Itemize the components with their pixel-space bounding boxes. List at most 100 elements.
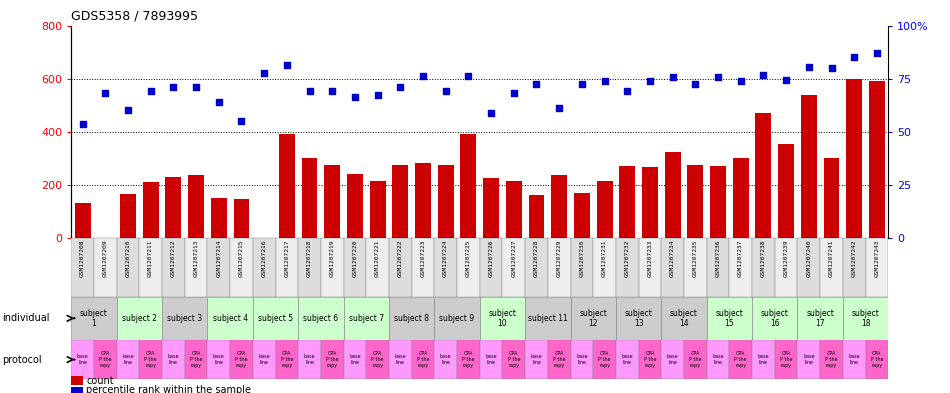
- Bar: [503, 340, 525, 379]
- Point: [733, 78, 749, 84]
- Text: GSM1207240: GSM1207240: [807, 239, 811, 277]
- Point: [824, 65, 839, 71]
- Bar: [207, 297, 253, 340]
- Bar: [661, 297, 707, 340]
- Bar: [752, 297, 797, 340]
- Bar: [684, 238, 707, 297]
- Bar: [71, 297, 117, 340]
- Point: [121, 107, 136, 114]
- Text: base
line: base line: [77, 354, 88, 365]
- Point: [143, 87, 159, 94]
- Text: CPA
P the
rapy: CPA P the rapy: [507, 351, 520, 368]
- Text: GSM1207234: GSM1207234: [670, 239, 675, 277]
- Text: GSM1207219: GSM1207219: [330, 239, 334, 277]
- Bar: [411, 238, 434, 297]
- Bar: [525, 297, 571, 340]
- Bar: [548, 238, 571, 297]
- Text: GSM1207242: GSM1207242: [852, 239, 857, 277]
- Bar: [661, 238, 684, 297]
- Bar: [616, 238, 638, 297]
- Text: GSM1207211: GSM1207211: [148, 239, 153, 277]
- Text: GSM1207210: GSM1207210: [125, 239, 130, 277]
- Bar: [415, 163, 431, 238]
- Text: CPA
P the
rapy: CPA P the rapy: [236, 351, 248, 368]
- Text: GSM1207241: GSM1207241: [829, 239, 834, 277]
- Bar: [230, 340, 253, 379]
- Bar: [684, 340, 707, 379]
- Bar: [344, 340, 367, 379]
- Bar: [162, 340, 184, 379]
- Bar: [301, 158, 317, 238]
- Point: [75, 121, 90, 127]
- Bar: [593, 340, 616, 379]
- Text: subject 8: subject 8: [394, 314, 429, 323]
- Text: GSM1207214: GSM1207214: [217, 239, 221, 277]
- Text: CPA
P the
rapy: CPA P the rapy: [734, 351, 747, 368]
- Text: base
line: base line: [123, 354, 134, 365]
- Point: [846, 54, 862, 61]
- Text: GSM1207215: GSM1207215: [239, 239, 244, 277]
- Bar: [797, 340, 820, 379]
- Text: subject 6: subject 6: [303, 314, 338, 323]
- Bar: [324, 165, 340, 238]
- Bar: [843, 238, 865, 297]
- Bar: [755, 113, 771, 238]
- Bar: [797, 238, 820, 297]
- Bar: [480, 238, 503, 297]
- Bar: [94, 340, 117, 379]
- Point: [438, 87, 453, 94]
- Bar: [820, 238, 843, 297]
- Bar: [597, 181, 613, 238]
- Text: GSM1207243: GSM1207243: [874, 239, 880, 277]
- Bar: [165, 177, 181, 238]
- Text: subject
14: subject 14: [670, 309, 698, 328]
- Bar: [344, 297, 389, 340]
- Bar: [707, 238, 730, 297]
- Text: CPA
P the
rapy: CPA P the rapy: [280, 351, 294, 368]
- Bar: [752, 340, 775, 379]
- Text: CPA
P the
rapy: CPA P the rapy: [826, 351, 838, 368]
- Bar: [574, 193, 590, 238]
- Text: base
line: base line: [349, 354, 361, 365]
- Text: GSM1207237: GSM1207237: [738, 239, 743, 277]
- Bar: [140, 340, 162, 379]
- Bar: [865, 340, 888, 379]
- Bar: [661, 340, 684, 379]
- Text: subject
13: subject 13: [625, 309, 653, 328]
- Text: subject 9: subject 9: [440, 314, 475, 323]
- Text: GSM1207212: GSM1207212: [171, 239, 176, 277]
- Point: [234, 118, 249, 124]
- Text: base
line: base line: [485, 354, 497, 365]
- Bar: [389, 238, 411, 297]
- Point: [370, 91, 386, 97]
- Point: [98, 90, 113, 96]
- Text: CPA
P the
rapy: CPA P the rapy: [190, 351, 202, 368]
- Point: [529, 81, 544, 87]
- Text: count: count: [86, 376, 114, 386]
- Bar: [230, 238, 253, 297]
- Text: subject 11: subject 11: [528, 314, 568, 323]
- Bar: [234, 199, 250, 238]
- Bar: [71, 238, 94, 297]
- Bar: [778, 143, 794, 238]
- Text: protocol: protocol: [2, 354, 42, 365]
- Text: GSM1207233: GSM1207233: [648, 239, 653, 277]
- Bar: [820, 340, 843, 379]
- Bar: [461, 134, 476, 238]
- Bar: [347, 174, 363, 238]
- Text: subject
1: subject 1: [80, 309, 108, 328]
- Point: [688, 81, 703, 87]
- Point: [302, 87, 317, 94]
- Text: CPA
P the
rapy: CPA P the rapy: [417, 351, 429, 368]
- Text: base
line: base line: [757, 354, 770, 365]
- Point: [869, 50, 884, 57]
- Text: GSM1207213: GSM1207213: [194, 239, 199, 277]
- Bar: [140, 238, 162, 297]
- Bar: [865, 238, 888, 297]
- Bar: [638, 340, 661, 379]
- Text: base
line: base line: [440, 354, 451, 365]
- Bar: [571, 297, 616, 340]
- Bar: [120, 194, 136, 238]
- Text: GSM1207225: GSM1207225: [466, 239, 471, 277]
- Text: base
line: base line: [712, 354, 724, 365]
